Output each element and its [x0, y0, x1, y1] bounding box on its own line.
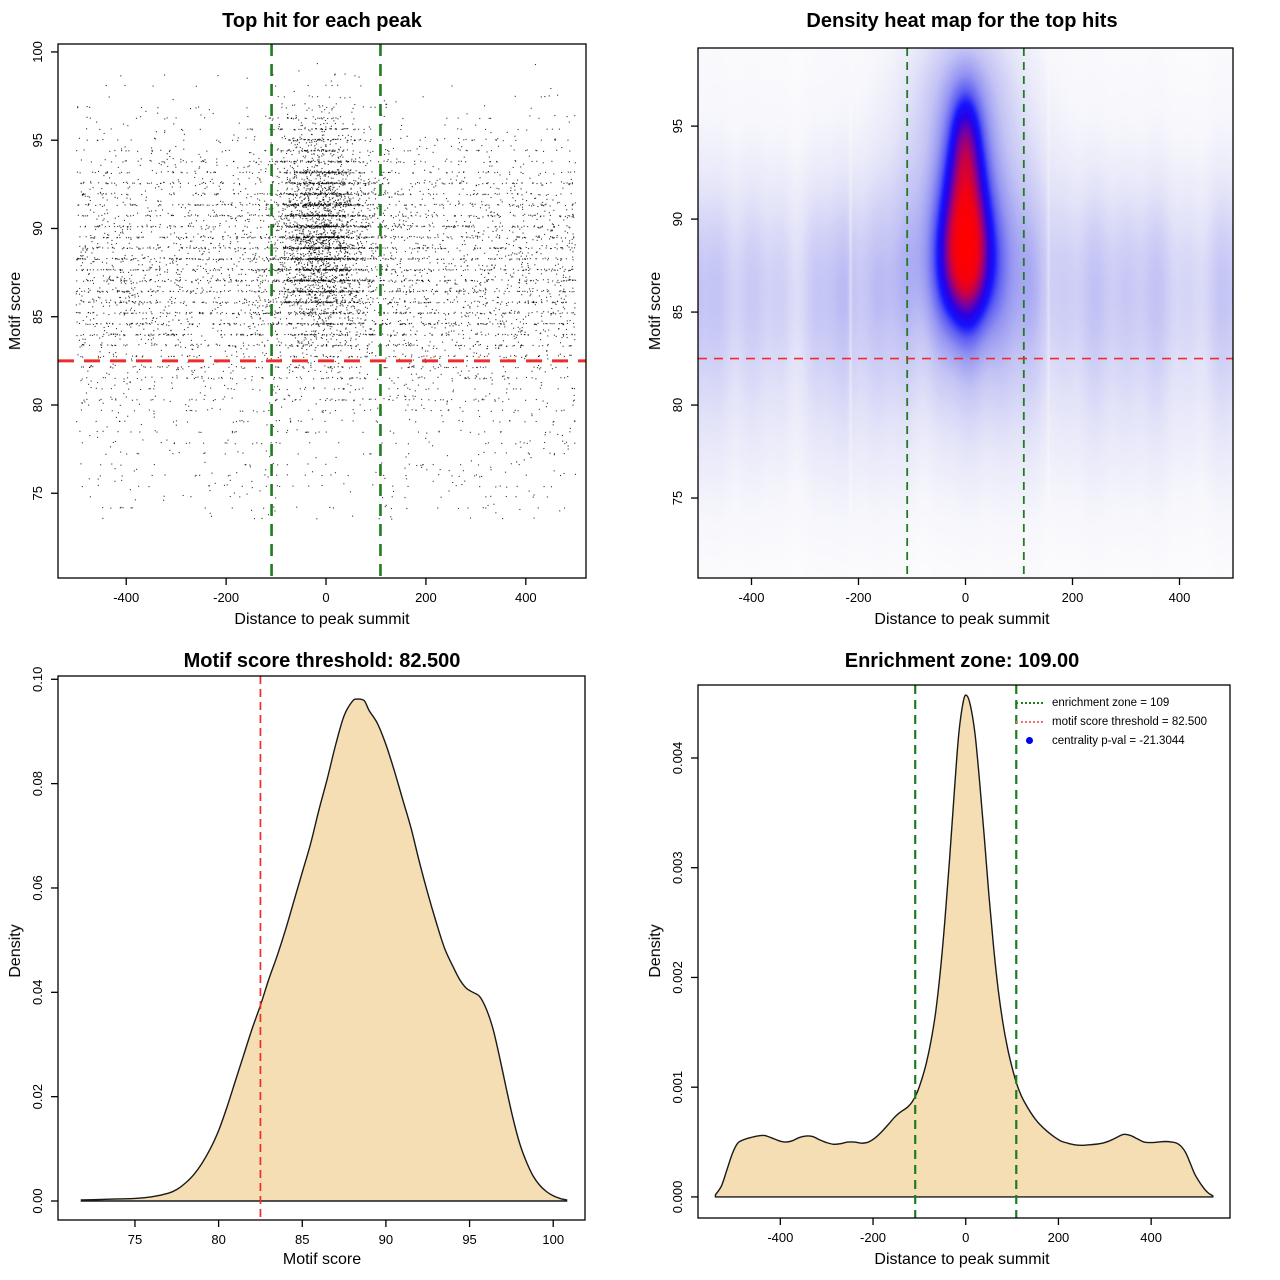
legend-label: enrichment zone = 109	[1052, 696, 1170, 709]
heatmap-title: Density heat map for the top hits	[806, 10, 1118, 32]
scatter-y-axis-label: Motif score	[7, 271, 24, 351]
score-density-title: Motif score threshold: 82.500	[183, 650, 461, 672]
scatter-plot-canvas	[0, 0, 640, 640]
enrichment-zone-line-key	[1016, 701, 1043, 704]
score-density-x-axis-label: Motif score	[282, 1251, 362, 1268]
score-density-plot-canvas	[0, 640, 640, 1280]
legend-label: centrality p-val = -21.3044	[1052, 734, 1185, 747]
legend-label: motif score threshold = 82.500	[1052, 715, 1208, 728]
heatmap-y-axis-label: Motif score	[647, 271, 664, 351]
heatmap-plot-canvas	[640, 0, 1280, 640]
panel-distance-density: Enrichment zone: 109.00 Distance to peak…	[640, 640, 1280, 1280]
scatter-title: Top hit for each peak	[222, 10, 422, 32]
motif-threshold-line-key	[1016, 720, 1043, 723]
legend-item-centrality-pval: centrality p-val = -21.3044	[1016, 731, 1207, 750]
panel-top-hit-scatter: Top hit for each peak Distance to peak s…	[0, 0, 640, 640]
distance-density-x-axis-label: Distance to peak summit	[874, 1251, 1050, 1268]
distance-density-plot-canvas	[640, 640, 1280, 1280]
plot-legend: enrichment zone = 109 motif score thresh…	[1016, 693, 1207, 750]
legend-item-enrichment-zone: enrichment zone = 109	[1016, 693, 1207, 712]
centrality-pval-dot-key	[1016, 737, 1043, 744]
legend-item-motif-score-threshold: motif score threshold = 82.500	[1016, 712, 1207, 731]
panel-density-heatmap: Density heat map for the top hits Distan…	[640, 0, 1280, 640]
panel-motif-score-density: Motif score threshold: 82.500 Motif scor…	[0, 640, 640, 1280]
distance-density-title: Enrichment zone: 109.00	[844, 650, 1080, 672]
heatmap-x-axis-label: Distance to peak summit	[874, 611, 1050, 628]
score-density-y-axis-label: Density	[7, 924, 24, 978]
distance-density-y-axis-label: Density	[647, 924, 664, 978]
scatter-x-axis-label: Distance to peak summit	[234, 611, 410, 628]
